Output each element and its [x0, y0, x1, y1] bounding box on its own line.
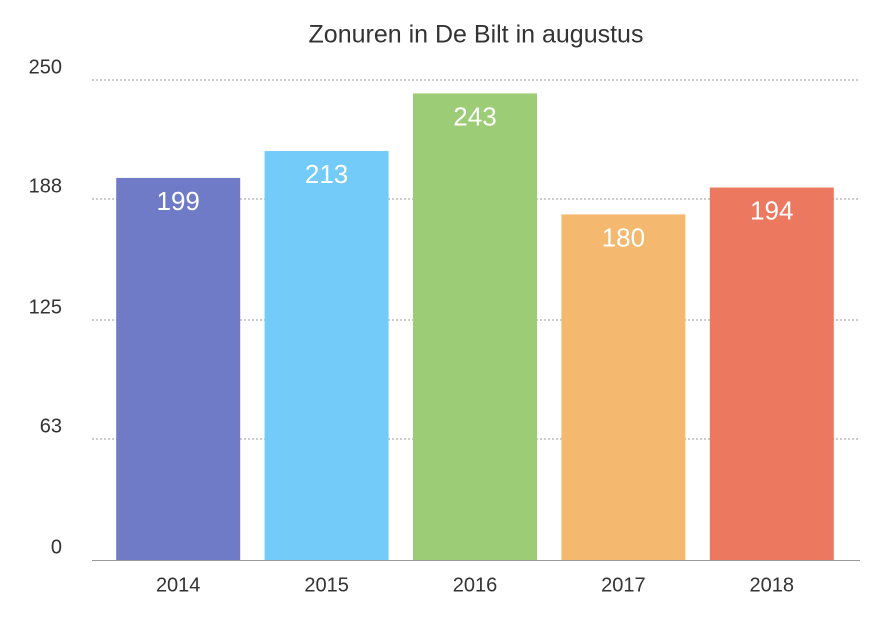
value-label: 199: [157, 186, 200, 216]
value-label: 213: [305, 159, 348, 189]
bar: [116, 177, 241, 561]
y-tick-label: 250: [29, 56, 62, 78]
y-tick-label: 188: [29, 175, 62, 197]
value-label: 180: [602, 222, 645, 252]
bar: [561, 214, 686, 560]
chart-title: Zonuren in De Bilt in augustus: [309, 21, 644, 49]
y-tick-label: 63: [40, 415, 62, 437]
x-tick-label: 2017: [601, 574, 646, 596]
x-tick-label: 2014: [156, 574, 201, 596]
x-tick-label: 2016: [453, 574, 498, 596]
value-label: 243: [453, 101, 496, 131]
value-label: 194: [750, 195, 793, 225]
bar: [264, 151, 389, 561]
bar: [709, 187, 834, 560]
x-tick-label: 2015: [304, 574, 349, 596]
bar: [413, 93, 537, 560]
x-tick-label: 2018: [750, 574, 795, 596]
y-tick-label: 0: [51, 536, 62, 558]
y-tick-label: 125: [29, 296, 62, 318]
